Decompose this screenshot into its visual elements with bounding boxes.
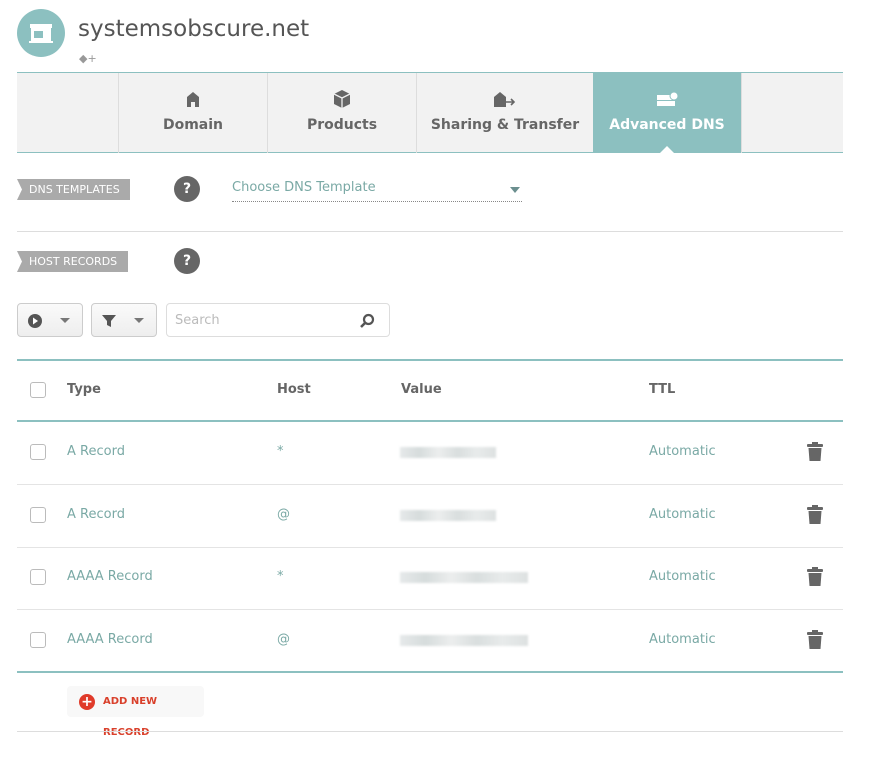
trash-icon[interactable] — [807, 567, 823, 587]
divider — [17, 731, 843, 732]
trash-icon[interactable] — [807, 630, 823, 650]
tab-label: Products — [306, 117, 378, 133]
search-input[interactable]: Search — [166, 303, 390, 337]
tab-sharing-transfer[interactable]: Sharing & Transfer — [416, 73, 593, 153]
plus-circle-icon: + — [79, 694, 95, 710]
actions-dropdown-button[interactable] — [17, 303, 83, 337]
tab-spacer — [741, 73, 843, 153]
host-records-label: HOST RECORDS — [17, 251, 128, 272]
tab-label: Advanced DNS — [609, 117, 725, 133]
record-host: * — [277, 444, 284, 459]
record-host: @ — [277, 507, 290, 522]
column-type[interactable]: Type — [67, 382, 101, 397]
record-value-redacted — [400, 510, 496, 521]
record-host: * — [277, 569, 284, 584]
record-host: @ — [277, 632, 290, 647]
dns-templates-help-icon[interactable]: ? — [174, 176, 200, 202]
search-placeholder: Search — [175, 313, 220, 328]
add-new-record-button[interactable]: + ADD NEW RECORD — [67, 686, 204, 738]
search-icon[interactable] — [359, 313, 375, 329]
filter-icon — [102, 315, 116, 327]
filter-dropdown-button[interactable] — [91, 303, 157, 337]
record-type: A Record — [67, 507, 125, 522]
home-transfer-icon — [494, 92, 516, 107]
table-header: Type Host Value TTL — [17, 361, 843, 422]
dns-templates-label: DNS TEMPLATES — [17, 179, 130, 200]
home-icon — [187, 92, 199, 107]
domain-title: systemsobscure.net — [78, 16, 310, 42]
column-value[interactable]: Value — [401, 382, 442, 397]
add-record-label: ADD NEW RECORD — [103, 696, 158, 738]
record-ttl: Automatic — [649, 507, 716, 522]
domain-avatar — [17, 9, 65, 57]
row-checkbox[interactable] — [30, 569, 46, 585]
record-type: A Record — [67, 444, 125, 459]
dns-template-value: Choose DNS Template — [232, 180, 376, 195]
column-host[interactable]: Host — [277, 382, 311, 397]
select-all-checkbox[interactable] — [30, 382, 46, 398]
table-row: AAAA Record * Automatic — [17, 547, 843, 610]
trash-icon[interactable] — [807, 442, 823, 462]
row-checkbox[interactable] — [30, 507, 46, 523]
server-icon — [657, 91, 679, 106]
host-records-help-icon[interactable]: ? — [174, 248, 200, 274]
record-value-redacted — [400, 635, 528, 646]
tab-products[interactable]: Products — [267, 73, 416, 153]
table-row: A Record @ Automatic — [17, 485, 843, 548]
record-type: AAAA Record — [67, 632, 153, 647]
play-icon — [28, 314, 42, 328]
record-ttl: Automatic — [649, 569, 716, 584]
dns-template-select[interactable]: Choose DNS Template — [232, 180, 522, 202]
chevron-down-icon — [60, 318, 70, 328]
chevron-down-icon — [510, 187, 520, 198]
box-icon — [333, 90, 351, 108]
record-value-redacted — [400, 572, 528, 583]
table-top-border — [17, 359, 843, 361]
record-ttl: Automatic — [649, 632, 716, 647]
row-checkbox[interactable] — [30, 632, 46, 648]
tag-add-icon[interactable]: ◆+ — [79, 52, 97, 65]
tab-advanced-dns[interactable]: Advanced DNS — [593, 73, 741, 154]
chevron-down-icon — [134, 318, 144, 328]
table-bottom-border — [17, 671, 843, 673]
tab-domain[interactable]: Domain — [118, 73, 267, 153]
column-ttl[interactable]: TTL — [649, 382, 676, 397]
tab-label: Sharing & Transfer — [430, 117, 580, 133]
record-type: AAAA Record — [67, 569, 153, 584]
trash-icon[interactable] — [807, 505, 823, 525]
record-value-redacted — [400, 447, 496, 458]
store-icon — [29, 24, 53, 43]
record-ttl: Automatic — [649, 444, 716, 459]
domain-tabs: Domain Products Sharing & Transfer Advan… — [17, 72, 843, 154]
row-checkbox[interactable] — [30, 444, 46, 460]
divider — [17, 231, 843, 232]
table-row: AAAA Record @ Automatic — [17, 610, 843, 672]
table-row: A Record * Automatic — [17, 422, 843, 485]
tab-label: Domain — [162, 117, 224, 133]
